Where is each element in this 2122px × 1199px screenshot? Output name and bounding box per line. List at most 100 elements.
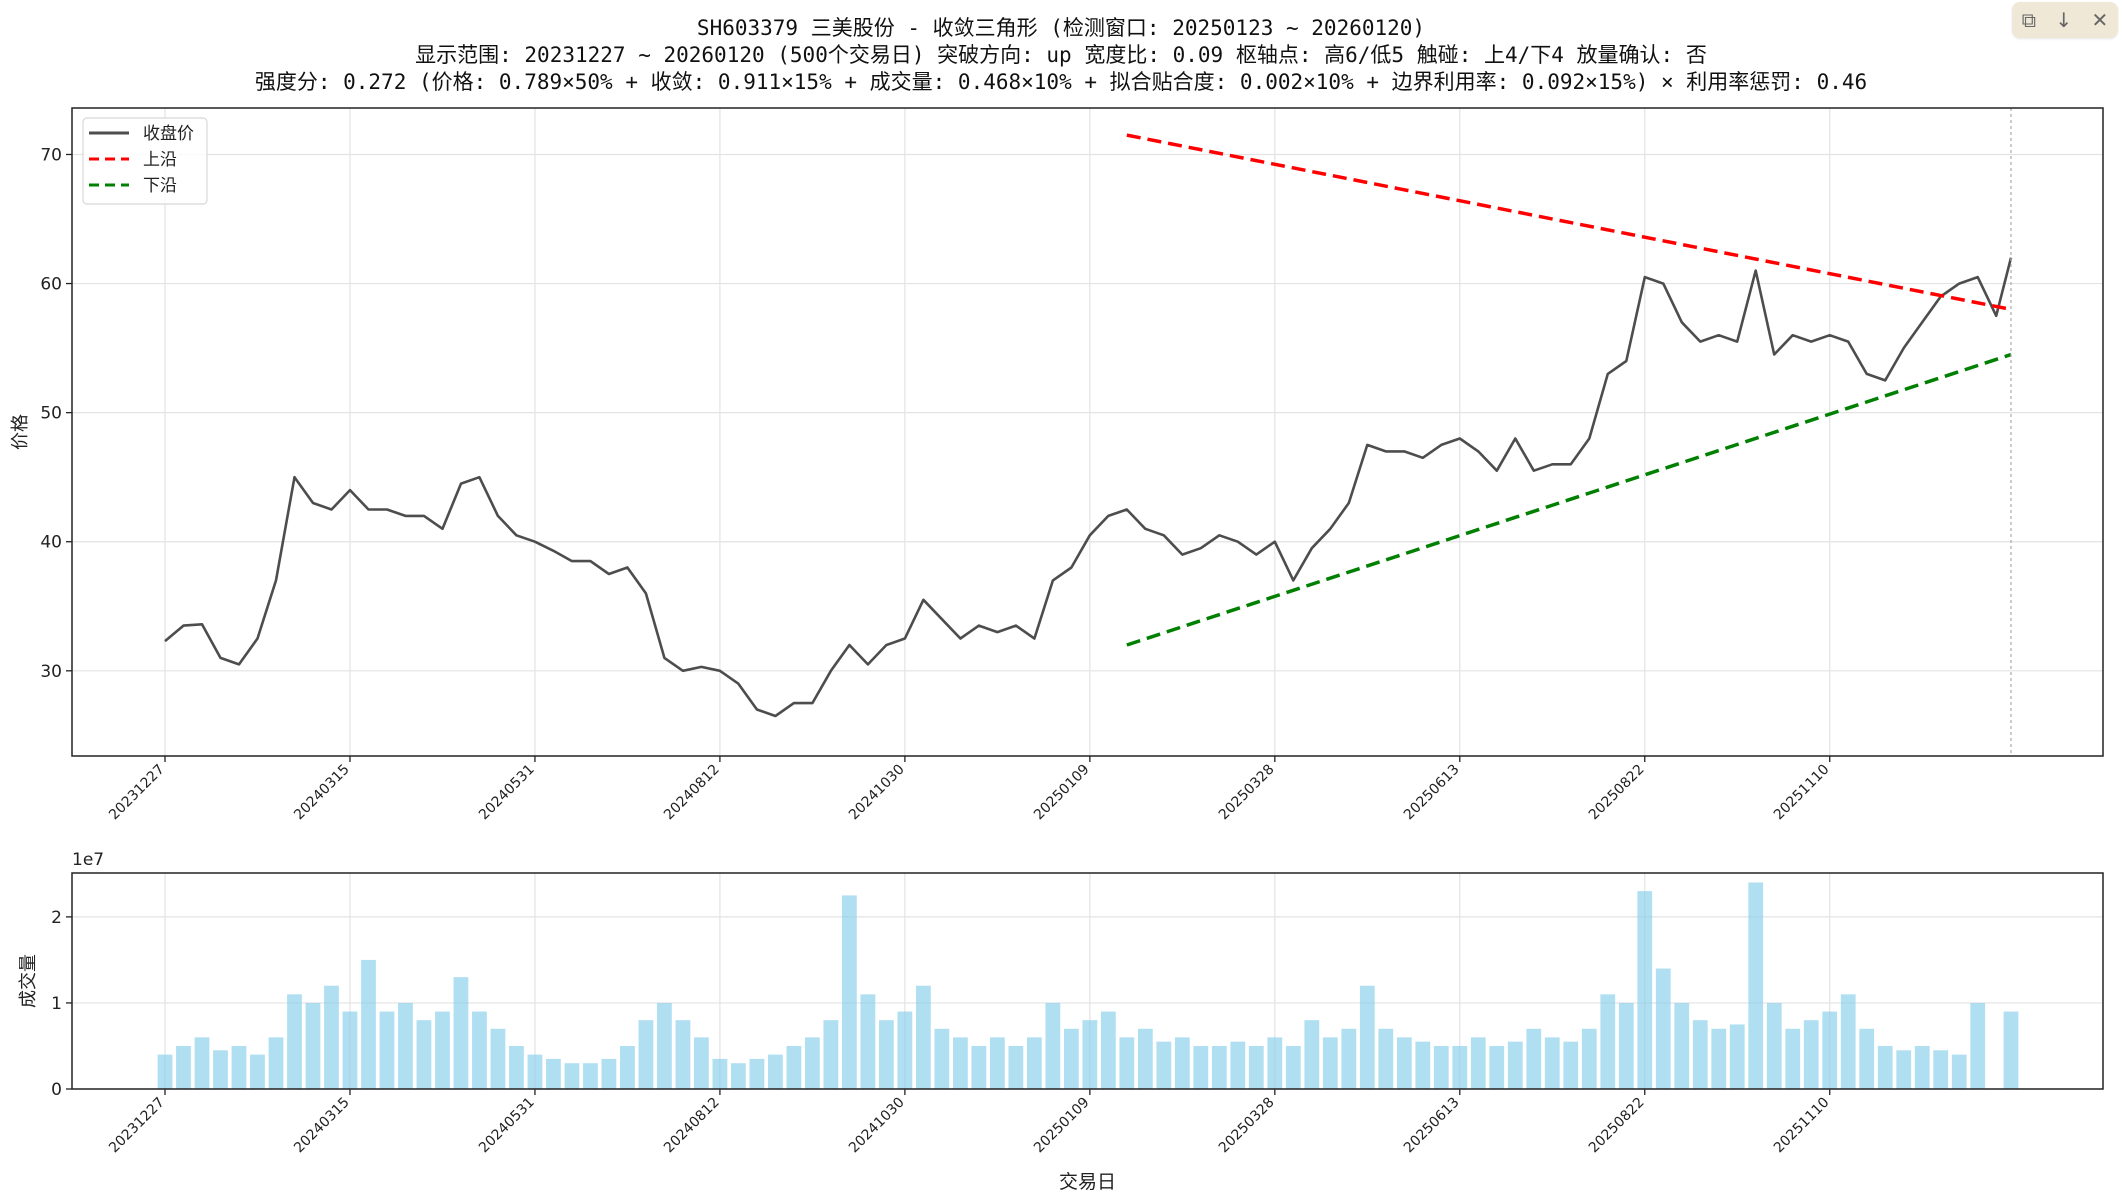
y-tick-label: 2: [51, 908, 62, 928]
volume-bar: [1452, 1045, 1468, 1089]
volume-bar: [1285, 1045, 1301, 1089]
volume-bar: [564, 1063, 580, 1089]
volume-bar: [804, 1037, 820, 1089]
volume-bar: [1896, 1050, 1912, 1089]
copy-icon[interactable]: ⧉: [2021, 8, 2036, 32]
close-price-line: [164, 257, 2013, 718]
volume-bar: [989, 1037, 1005, 1089]
x-tick-label: 20250822: [1586, 762, 1648, 824]
volume-bar: [675, 1020, 691, 1089]
x-tick-label: 20250328: [1216, 762, 1278, 824]
volume-bar: [1711, 1028, 1727, 1089]
volume-bar: [1729, 1024, 1745, 1089]
volume-bar: [601, 1058, 617, 1089]
volume-bar: [1063, 1028, 1079, 1089]
volume-bar: [1026, 1037, 1042, 1089]
volume-bar: [1248, 1045, 1264, 1089]
volume-bar: [1544, 1037, 1560, 1089]
volume-bar: [435, 1011, 450, 1089]
x-tick-label: 20250822: [1586, 1095, 1648, 1157]
volume-bar: [1674, 1002, 1690, 1089]
volume-bar: [453, 977, 469, 1089]
x-tick-label: 20250328: [1216, 1095, 1278, 1157]
volume-bar: [1618, 1002, 1634, 1089]
price-axes-frame: [71, 107, 2104, 757]
volume-bar: [620, 1045, 635, 1089]
x-tick-label: 20241030: [846, 1095, 908, 1157]
volume-bar: [1840, 994, 1856, 1089]
volume-y-axis-label: 成交量: [18, 954, 39, 1008]
volume-bar: [361, 959, 376, 1089]
legend-box: [82, 117, 208, 205]
x-tick-label: 20251110: [1771, 762, 1833, 824]
y-tick-label: 70: [40, 145, 62, 165]
volume-bar: [952, 1037, 968, 1089]
volume-bar: [1766, 1002, 1782, 1089]
volume-bar: [287, 994, 302, 1089]
volume-bar: [768, 1054, 783, 1089]
close-icon[interactable]: ✕: [2091, 8, 2109, 32]
y-tick-label: 60: [40, 275, 62, 295]
volume-bar: [1581, 1028, 1597, 1089]
volume-bar: [1692, 1020, 1708, 1089]
volume-bar: [1174, 1037, 1190, 1089]
download-icon[interactable]: ↓: [2055, 8, 2073, 32]
volume-bar: [638, 1020, 654, 1089]
volume-bar: [157, 1054, 173, 1089]
volume-bar: [379, 1011, 395, 1089]
volume-bar: [1489, 1045, 1505, 1089]
volume-bar: [1526, 1028, 1542, 1089]
volume-bar: [1341, 1028, 1357, 1089]
volume-bar: [1008, 1045, 1024, 1089]
volume-bar: [509, 1045, 524, 1089]
x-tick-label: 20251110: [1771, 1095, 1833, 1157]
volume-bar: [915, 985, 931, 1089]
volume-bar: [1563, 1041, 1579, 1089]
volume-bar: [527, 1054, 543, 1089]
volume-bar: [305, 1002, 321, 1089]
x-tick-label: 20240812: [661, 762, 723, 824]
volume-bar: [1267, 1037, 1283, 1089]
volume-bar: [1230, 1041, 1246, 1089]
x-tick-label: 20231227: [106, 1095, 168, 1157]
volume-bar: [1415, 1041, 1431, 1089]
legend-label: 下沿: [143, 176, 177, 196]
volume-bar: [860, 994, 876, 1089]
volume-bar: [1396, 1037, 1412, 1089]
volume-bar: [1507, 1041, 1523, 1089]
volume-bar: [1359, 985, 1375, 1089]
volume-bar: [2003, 1011, 2019, 1089]
volume-bar: [694, 1037, 709, 1089]
x-tick-label: 20250109: [1031, 1095, 1093, 1157]
x-tick-label: 20240315: [291, 762, 353, 824]
x-tick-label: 20241030: [846, 762, 908, 824]
chart-subtitle: 显示范围: 20231227 ~ 20260120 (500个交易日) 突破方向…: [415, 43, 1707, 67]
y-tick-label: 0: [51, 1080, 62, 1100]
volume-bar: [1322, 1037, 1338, 1089]
volume-bar: [786, 1045, 802, 1089]
chart-toolbar: ⧉ ↓ ✕: [2012, 2, 2118, 38]
volume-bar: [231, 1045, 247, 1089]
y-tick-label: 40: [40, 533, 62, 553]
upper-boundary-line: [1126, 133, 2012, 312]
volume-bar: [176, 1045, 191, 1089]
volume-bar: [213, 1050, 228, 1089]
volume-bar: [1600, 994, 1616, 1089]
volume-bar: [1156, 1041, 1172, 1089]
chart-score-line: 强度分: 0.272 (价格: 0.789×50% + 收敛: 0.911×15…: [254, 70, 1868, 94]
volume-scale-label: 1e7: [72, 850, 104, 870]
lower-boundary-line: [1126, 352, 2012, 647]
volume-bar: [934, 1028, 950, 1089]
volume-bar: [1877, 1045, 1893, 1089]
volume-bar: [490, 1028, 506, 1089]
volume-bar: [398, 1002, 413, 1089]
x-axis-label: 交易日: [1059, 1171, 1116, 1193]
volume-bar: [712, 1058, 728, 1089]
x-tick-label: 20240812: [661, 1095, 723, 1157]
volume-bar: [416, 1020, 432, 1089]
volume-bar: [1933, 1050, 1949, 1089]
volume-bar: [878, 1020, 894, 1089]
volume-bar: [1137, 1028, 1153, 1089]
volume-bar: [583, 1063, 598, 1089]
